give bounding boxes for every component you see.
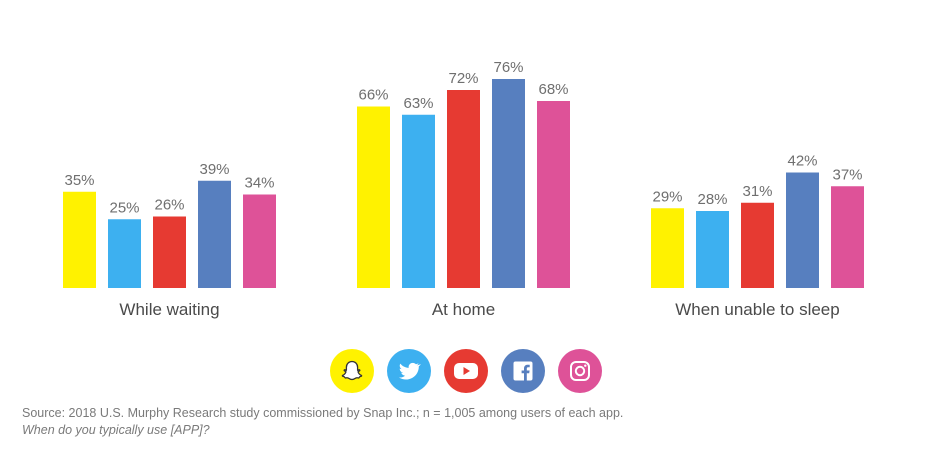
bar-when-unable-to-sleep-snapchat bbox=[651, 208, 684, 288]
source-note: Source: 2018 U.S. Murphy Research study … bbox=[22, 405, 623, 439]
bar-at-home-twitter bbox=[402, 114, 435, 288]
value-label-at-home-instagram: 68% bbox=[538, 81, 568, 98]
bar-at-home-instagram bbox=[537, 101, 570, 288]
value-label-when-unable-to-sleep-instagram: 37% bbox=[832, 166, 862, 183]
value-label-at-home-snapchat: 66% bbox=[358, 87, 388, 104]
bar-when-unable-to-sleep-youtube bbox=[741, 202, 774, 288]
legend-item-youtube bbox=[444, 349, 488, 393]
value-label-while-waiting-snapchat: 35% bbox=[64, 172, 94, 189]
category-label-at-home: At home bbox=[432, 300, 495, 319]
bar-at-home-youtube bbox=[447, 90, 480, 288]
twitter-bird-icon bbox=[399, 362, 421, 380]
value-label-at-home-facebook: 76% bbox=[493, 59, 523, 76]
legend-item-instagram bbox=[558, 349, 602, 393]
youtube-play-icon bbox=[454, 363, 478, 379]
legend bbox=[330, 349, 602, 393]
bar-when-unable-to-sleep-twitter bbox=[696, 211, 729, 288]
value-label-when-unable-to-sleep-snapchat: 29% bbox=[652, 188, 682, 205]
value-label-while-waiting-facebook: 39% bbox=[199, 161, 229, 178]
bar-at-home-facebook bbox=[492, 79, 525, 288]
value-label-when-unable-to-sleep-youtube: 31% bbox=[742, 183, 772, 200]
category-label-while-waiting: While waiting bbox=[119, 300, 219, 319]
bar-while-waiting-facebook bbox=[198, 180, 231, 288]
value-label-when-unable-to-sleep-facebook: 42% bbox=[787, 153, 817, 170]
snapchat-ghost-icon bbox=[341, 360, 363, 381]
value-label-when-unable-to-sleep-twitter: 28% bbox=[697, 191, 727, 208]
category-label-when-unable-to-sleep: When unable to sleep bbox=[675, 300, 839, 319]
legend-item-twitter bbox=[387, 349, 431, 393]
bar-while-waiting-instagram bbox=[243, 194, 276, 288]
value-label-while-waiting-youtube: 26% bbox=[154, 197, 184, 214]
bar-while-waiting-snapchat bbox=[63, 191, 96, 288]
source-text: Source: 2018 U.S. Murphy Research study … bbox=[22, 406, 624, 420]
bar-while-waiting-twitter bbox=[108, 219, 141, 288]
value-label-at-home-twitter: 63% bbox=[403, 95, 433, 112]
survey-question: When do you typically use [APP]? bbox=[22, 423, 210, 437]
bar-while-waiting-youtube bbox=[153, 216, 186, 288]
bar-at-home-snapchat bbox=[357, 106, 390, 288]
legend-item-snapchat bbox=[330, 349, 374, 393]
bar-when-unable-to-sleep-facebook bbox=[786, 172, 819, 288]
value-label-while-waiting-instagram: 34% bbox=[244, 175, 274, 192]
legend-item-facebook bbox=[501, 349, 545, 393]
bar-when-unable-to-sleep-instagram bbox=[831, 186, 864, 288]
value-label-while-waiting-twitter: 25% bbox=[109, 199, 139, 216]
value-label-at-home-youtube: 72% bbox=[448, 70, 478, 87]
instagram-camera-icon bbox=[570, 361, 590, 381]
facebook-f-icon bbox=[513, 361, 533, 381]
